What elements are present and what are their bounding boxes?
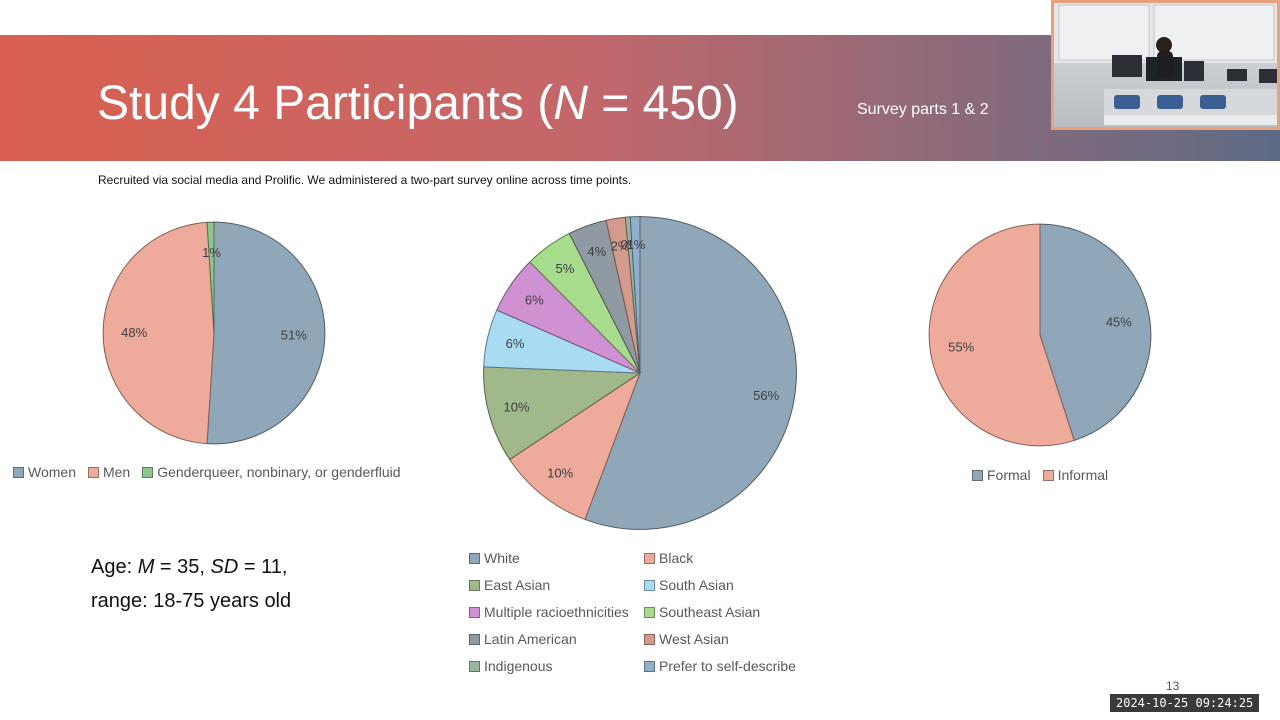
legend-label: Latin American [484, 631, 577, 647]
pie-slice-genderqueer-nonbinary-or-genderfluid [206, 221, 215, 334]
age-summary: Age: M = 35, SD = 11, range: 18-75 years… [91, 550, 291, 618]
legend-item-white: White [469, 550, 644, 566]
legend-label: Southeast Asian [659, 604, 761, 620]
legend-swatch [644, 606, 655, 618]
race-legend: White Black East Asian South Asian Multiple … [469, 550, 819, 674]
age-line-2: range: 18-75 years old [91, 590, 292, 612]
slide-subtitle: Survey parts 1 & 2 [857, 101, 989, 118]
legend-label: East Asian [484, 577, 551, 593]
legend-label: Women [28, 464, 76, 480]
legend-label: Multiple racioethnicities [484, 604, 629, 620]
legend-item-east-asian: East Asian [469, 577, 644, 593]
legend-item-west-asian: West Asian [644, 631, 819, 647]
legend-label: South Asian [659, 577, 734, 593]
legend-label: Genderqueer, nonbinary, or genderfluid [157, 464, 401, 480]
legend-swatch [972, 469, 983, 481]
formality-legend: Formal Informal [972, 467, 1108, 483]
slice-label-prefer-to-self-describe: 1% [627, 237, 646, 252]
slice-label-south-asian: 6% [506, 336, 525, 351]
legend-item-south-asian: South Asian [644, 577, 819, 593]
age-line-1: Age: M = 35, SD = 11, [91, 556, 288, 578]
legend-label: Informal [1057, 467, 1109, 483]
legend-label: Black [659, 550, 694, 566]
legend-item-latin-american: Latin American [469, 631, 644, 647]
pie-slice-women [206, 221, 326, 445]
pie-slice-east-asian [483, 366, 642, 461]
gender-legend: Women Men Genderqueer, nonbinary, or gende… [13, 464, 401, 480]
pie-slice-informal [928, 223, 1075, 447]
legend-item-prefer-to-self-describe: Prefer to self-describe [644, 658, 819, 674]
race-pie-chart: 56%10%10%6%6%5%4% 2%0%1% [483, 216, 797, 530]
legend-swatch [1042, 469, 1054, 481]
legend-label: Formal [987, 467, 1031, 483]
legend-swatch [469, 660, 480, 672]
legend-item-southeast-asian: Southeast Asian [644, 604, 819, 620]
recording-timestamp: 2024-10-25 09:24:25 [1110, 694, 1260, 712]
pie-slice-white [584, 216, 797, 530]
formality-pie-chart: 45% 55% [928, 223, 1152, 447]
slice-label-black: 10% [547, 465, 573, 480]
legend-item-formal: Formal [972, 467, 1031, 483]
slice-label-southeast-asian: 5% [556, 261, 575, 276]
slice-label-men: 48% [121, 325, 147, 340]
legend-item-genderqueer-nonbinary-or-genderfluid: Genderqueer, nonbinary, or genderfluid [142, 464, 401, 480]
slice-label-formal: 45% [1106, 315, 1132, 330]
slice-label-west-asian: 2% [611, 238, 630, 253]
legend-swatch [469, 606, 480, 618]
webcam-overlay [1051, 0, 1280, 130]
slice-label-women: 51% [281, 328, 307, 343]
legend-item-indigenous: Indigenous [469, 658, 644, 674]
slice-label-informal: 55% [948, 339, 974, 354]
legend-item-men: Men [87, 464, 131, 480]
legend-swatch [644, 660, 655, 672]
slice-label-east-asian: 10% [503, 400, 529, 415]
pie-slice-black [508, 371, 642, 521]
legend-item-informal: Informal [1042, 467, 1109, 483]
legend-label: White [484, 550, 520, 566]
legend-label: Indigenous [484, 658, 553, 674]
legend-label: West Asian [659, 631, 729, 647]
legend-swatch [644, 633, 655, 645]
slice-label-genderqueer-nonbinary-or-genderfluid: 1% [202, 245, 221, 260]
pie-slice-men [102, 221, 215, 445]
slice-label-latin-american: 4% [587, 244, 606, 259]
legend-swatch [644, 552, 655, 564]
page-number: 13 [1166, 679, 1180, 693]
pie-slice-formal [1039, 223, 1152, 442]
legend-item-black: Black [644, 550, 819, 566]
legend-item-women: Women [13, 464, 76, 480]
legend-swatch [13, 466, 24, 478]
legend-item-multiple-racioethnicities: Multiple racioethnicities [469, 604, 644, 620]
intro-text: Recruited via social media and Prolific.… [98, 173, 632, 187]
gender-pie-chart: 51% 48% 1% [102, 221, 326, 445]
legend-swatch [469, 552, 480, 564]
legend-label: Men [102, 464, 131, 480]
slice-label-white: 56% [753, 388, 779, 403]
slice-label-multiple-racioethnicities: 6% [525, 292, 544, 307]
pie-slice-prefer-to-self-describe [629, 216, 641, 374]
legend-swatch [87, 466, 99, 478]
legend-swatch [142, 466, 154, 478]
legend-swatch [469, 633, 480, 645]
slide-title: Study 4 Participants (N = 450) [97, 77, 739, 130]
legend-swatch [469, 579, 480, 591]
legend-swatch [644, 579, 655, 591]
legend-label: Prefer to self-describe [659, 658, 796, 674]
